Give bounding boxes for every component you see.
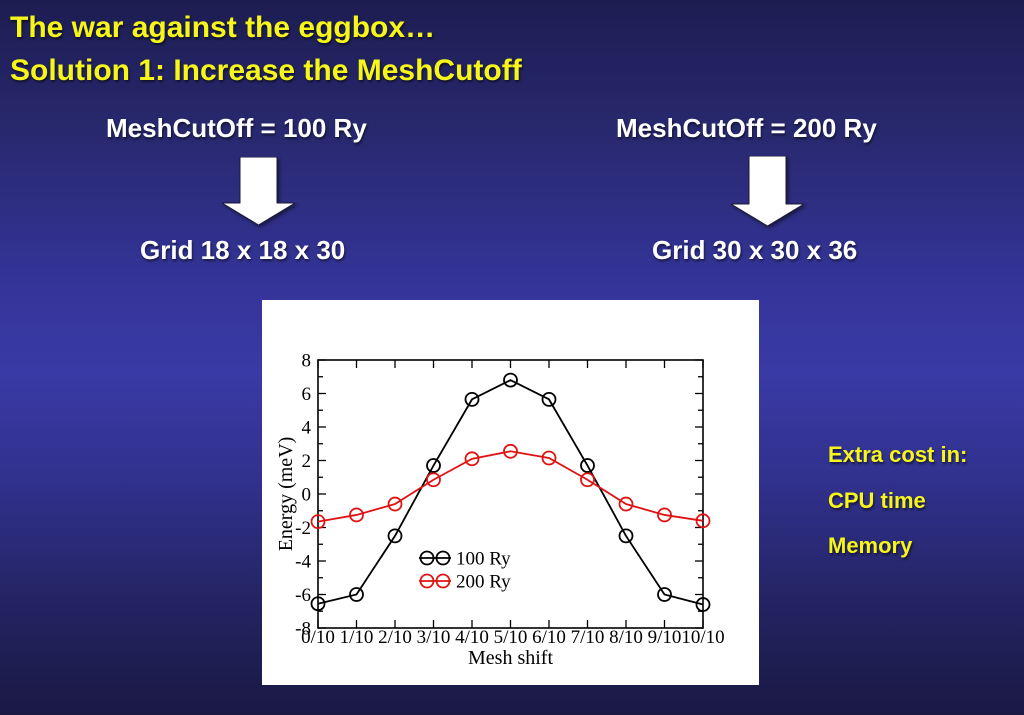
svg-text:4/10: 4/10 [455, 627, 489, 648]
extra-cost-line-2: CPU time [828, 487, 926, 513]
extra-cost-line-1: Extra cost in: [828, 442, 968, 467]
svg-text:6: 6 [302, 384, 312, 405]
svg-text:0: 0 [302, 485, 312, 506]
grid-size-200-label: Grid 30 x 30 x 36 [652, 235, 858, 265]
grid-size-100-label: Grid 18 x 18 x 30 [140, 235, 346, 265]
svg-text:7/10: 7/10 [571, 627, 605, 648]
title-line-1: The war against the eggbox… [10, 11, 436, 44]
svg-text:200 Ry: 200 Ry [456, 572, 511, 593]
svg-text:6/10: 6/10 [532, 627, 566, 648]
svg-text:1/10: 1/10 [340, 627, 374, 648]
svg-text:3/10: 3/10 [417, 627, 451, 648]
meshcutoff-200-label: MeshCutOff = 200 Ry [616, 113, 877, 143]
svg-text:5/10: 5/10 [494, 627, 528, 648]
svg-text:-2: -2 [295, 518, 311, 539]
svg-text:10/10: 10/10 [681, 627, 724, 648]
extra-cost-note: Extra cost in: CPU time Memory [828, 432, 967, 569]
slide-title: The war against the eggbox… Solution 1: … [10, 6, 522, 92]
extra-cost-line-3: Memory [828, 533, 913, 558]
svg-text:-8: -8 [295, 619, 311, 640]
svg-text:8: 8 [302, 351, 312, 372]
svg-text:9/10: 9/10 [648, 627, 682, 648]
svg-text:Mesh shift: Mesh shift [468, 647, 553, 669]
svg-text:2/10: 2/10 [378, 627, 412, 648]
down-arrow-icon-right [731, 156, 804, 226]
svg-text:-6: -6 [295, 585, 311, 606]
title-line-2: Solution 1: Increase the MeshCutoff [10, 54, 522, 87]
svg-text:8/10: 8/10 [609, 627, 643, 648]
svg-text:4: 4 [302, 418, 312, 439]
svg-text:100 Ry: 100 Ry [456, 549, 511, 570]
meshcutoff-100-label: MeshCutOff = 100 Ry [106, 113, 367, 143]
svg-text:0/10: 0/10 [301, 627, 335, 648]
svg-text:2: 2 [302, 451, 312, 472]
svg-text:Energy (meV): Energy (meV) [275, 437, 297, 552]
chart-panel: 0/10 1/10 2/10 3/10 4/10 5/10 6/10 7/10 8/10 9/10… [262, 300, 759, 685]
eggbox-energy-chart: 0/10 1/10 2/10 3/10 4/10 5/10 6/10 7/10 8/10 9/10… [275, 351, 725, 670]
down-arrow-icon-left [222, 157, 295, 225]
svg-text:-4: -4 [295, 552, 311, 573]
